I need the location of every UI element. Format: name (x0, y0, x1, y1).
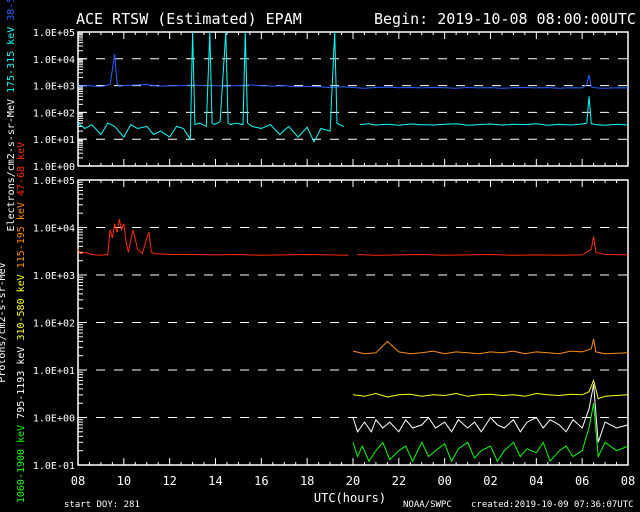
x-tick-label: 18 (300, 474, 314, 488)
y-tick-label: 1.0E+02 (33, 108, 75, 119)
legend-entry: Electrons/cm2-s-sr-MeV (6, 93, 17, 231)
series-line-47-68-keV (77, 218, 349, 256)
legend-entry: 1060-1900 keV (16, 419, 27, 503)
series-line-175-315-keV (77, 31, 344, 143)
x-tick-label: 22 (392, 474, 406, 488)
series-line-310-580-keV (352, 378, 629, 400)
series-line-38-53-keV (77, 54, 629, 89)
x-tick-label: 16 (254, 474, 268, 488)
x-tick-label: 00 (437, 474, 451, 488)
y-tick-label: 1.0E+01 (33, 135, 75, 146)
x-tick-label: 02 (483, 474, 497, 488)
x-axis-label: UTC(hours) (314, 491, 386, 505)
y-tick-label: 1.0E+02 (33, 319, 75, 330)
y-tick-label: 1.0E+01 (33, 366, 75, 377)
series-line-795-1193-keV (352, 384, 629, 443)
series-line-1060-1900-keV (352, 403, 629, 463)
legend-entry: 38-53 keV (6, 0, 17, 21)
y-axis-label: 1060-1900 keV 795-1193 keV 310-580 keV 1… (16, 142, 27, 503)
x-tick-label: 12 (162, 474, 176, 488)
y-tick-label: 1.0E-01 (33, 461, 75, 472)
plot-frame (77, 31, 629, 167)
x-tick-label: 08 (621, 474, 635, 488)
series-line-115-195-keV (352, 338, 629, 355)
x-tick-label: 04 (529, 474, 543, 488)
y-axis-label: Electrons/cm2-s-sr-MeV 175-315 keV 38-53… (6, 0, 17, 231)
legend-entry: 795-1193 keV (16, 341, 27, 419)
begin-time: Begin: 2019-10-08 08:00:00UTC (374, 10, 636, 28)
x-tick-label: 10 (117, 474, 131, 488)
y-tick-label: 1.0E+05 (33, 176, 75, 187)
x-tick-label: 06 (575, 474, 589, 488)
y-tick-label: 1.0E+05 (33, 28, 75, 39)
y-axis-title: Protons/cm2-s-sr-MeV (0, 262, 8, 382)
series-line-175-315-keV (359, 96, 629, 126)
y-tick-label: 1.0E+03 (33, 271, 75, 282)
agency-label: NOAA/SWPC (403, 500, 452, 510)
y-tick-label: 1.0E+04 (33, 224, 75, 235)
legend-entry: 175-315 keV (6, 21, 17, 93)
legend-entry: 310-580 keV (16, 268, 27, 340)
created-time: created:2019-10-09 07:36:07UTC (471, 500, 634, 510)
chart-title: ACE RTSW (Estimated) EPAM (76, 10, 302, 28)
start-doy: start DOY: 281 (64, 500, 140, 510)
y-tick-label: 1.0E+00 (33, 414, 75, 425)
y-tick-label: 1.0E+03 (33, 82, 75, 93)
x-tick-label: 20 (346, 474, 360, 488)
y-tick-label: 1.0E+00 (33, 162, 75, 173)
legend-entry: 47-68 keV (16, 142, 27, 196)
x-tick-label: 08 (71, 474, 85, 488)
series-line-47-68-keV (357, 236, 629, 256)
legend-entry: 115-195 keV (16, 196, 27, 268)
y-tick-label: 1.0E+04 (33, 55, 75, 66)
x-tick-label: 14 (208, 474, 222, 488)
